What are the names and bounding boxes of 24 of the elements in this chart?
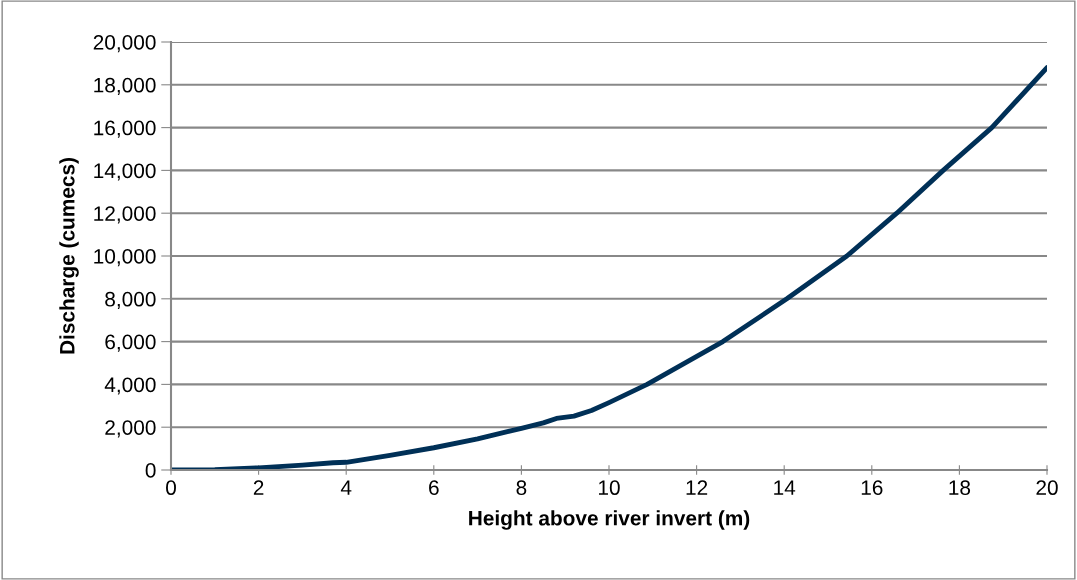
x-tick-label: 12 (686, 480, 708, 495)
x-tick-label: 16 (861, 480, 883, 496)
y-tick-label: 14,000 (94, 163, 156, 181)
x-tick-label: 20 (1036, 480, 1058, 496)
y-tick-label: 0 (145, 463, 156, 478)
y-tick-label: 12,000 (94, 206, 156, 224)
x-axis-title: Height above river invert (m) (469, 510, 750, 530)
x-tick-label: 10 (599, 480, 620, 496)
y-tick-label: 4,000 (104, 377, 156, 395)
x-tick-label: 8 (516, 480, 527, 496)
y-tick-label: 10,000 (94, 249, 156, 267)
x-tick-label: 6 (429, 480, 439, 496)
y-tick-label: 18,000 (94, 77, 156, 96)
y-tick-label: 20,000 (93, 35, 156, 53)
y-tick-label: 8,000 (105, 291, 156, 310)
y-axis-title: Discharge (cumecs) (59, 158, 79, 354)
x-tick-label: 18 (949, 480, 971, 496)
x-tick-label: 0 (166, 480, 176, 496)
y-tick-label: 16,000 (94, 120, 156, 138)
y-tick-label: 2,000 (105, 420, 156, 438)
x-tick-label: 2 (253, 480, 264, 495)
x-tick-label: 14 (774, 480, 796, 495)
x-tick-label: 4 (340, 480, 352, 495)
y-tick-label: 6,000 (105, 334, 156, 352)
